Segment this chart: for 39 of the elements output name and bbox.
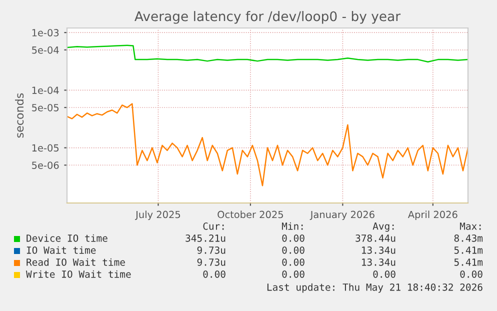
text: Max: bbox=[460, 222, 481, 230]
legend-label: IO Wait time bbox=[26, 246, 96, 254]
line-series bbox=[67, 44, 468, 62]
text: 0.00 bbox=[282, 270, 304, 278]
legend-label: Read IO Wait time bbox=[26, 258, 125, 266]
text: Avg: bbox=[372, 222, 394, 232]
x-tick-label: April 2026 bbox=[408, 210, 458, 220]
y-tick-label: 5e-05 bbox=[32, 104, 59, 112]
text: 13.34u bbox=[362, 246, 396, 254]
chart-title: Average latency for /dev/loop0 - by year bbox=[134, 11, 401, 24]
text: 0.00 bbox=[203, 270, 226, 278]
y-tick-label: 5e-04 bbox=[32, 46, 59, 54]
text: 0.00 bbox=[460, 270, 482, 278]
y-tick-label: 1e-05 bbox=[32, 144, 59, 152]
x-tick-label: October 2025 bbox=[218, 210, 283, 218]
text: 0.00 bbox=[282, 246, 304, 254]
text: 5.41m bbox=[454, 258, 483, 266]
text: 9.73u bbox=[197, 258, 226, 266]
text: 5.41m bbox=[454, 246, 483, 254]
text: 378.44u bbox=[356, 234, 396, 242]
legend-label: Write IO Wait time bbox=[26, 270, 131, 278]
line-series bbox=[67, 103, 468, 186]
text: 9.73u bbox=[197, 246, 226, 254]
text: 13.34u bbox=[362, 258, 396, 266]
y-axis-title: seconds bbox=[15, 93, 24, 138]
text: 0.00 bbox=[282, 234, 304, 242]
x-tick-label: January 2026 bbox=[310, 210, 374, 220]
y-tick-label: 1e-03 bbox=[32, 29, 59, 36]
text: 0.00 bbox=[282, 258, 304, 266]
y-tick-label: 5e-06 bbox=[32, 162, 59, 169]
legend-label: Device IO time bbox=[26, 234, 108, 242]
text: Last update: Thu May 21 18:40:32 2026 bbox=[267, 283, 482, 293]
text: 0.00 bbox=[373, 270, 396, 278]
x-tick-label: July 2025 bbox=[135, 210, 180, 220]
text: Cur: bbox=[203, 222, 224, 230]
text: 345.21u bbox=[186, 234, 226, 242]
text: 8.43m bbox=[454, 234, 483, 242]
y-tick-label: 1e-04 bbox=[32, 86, 59, 94]
text: Min: bbox=[282, 222, 303, 230]
